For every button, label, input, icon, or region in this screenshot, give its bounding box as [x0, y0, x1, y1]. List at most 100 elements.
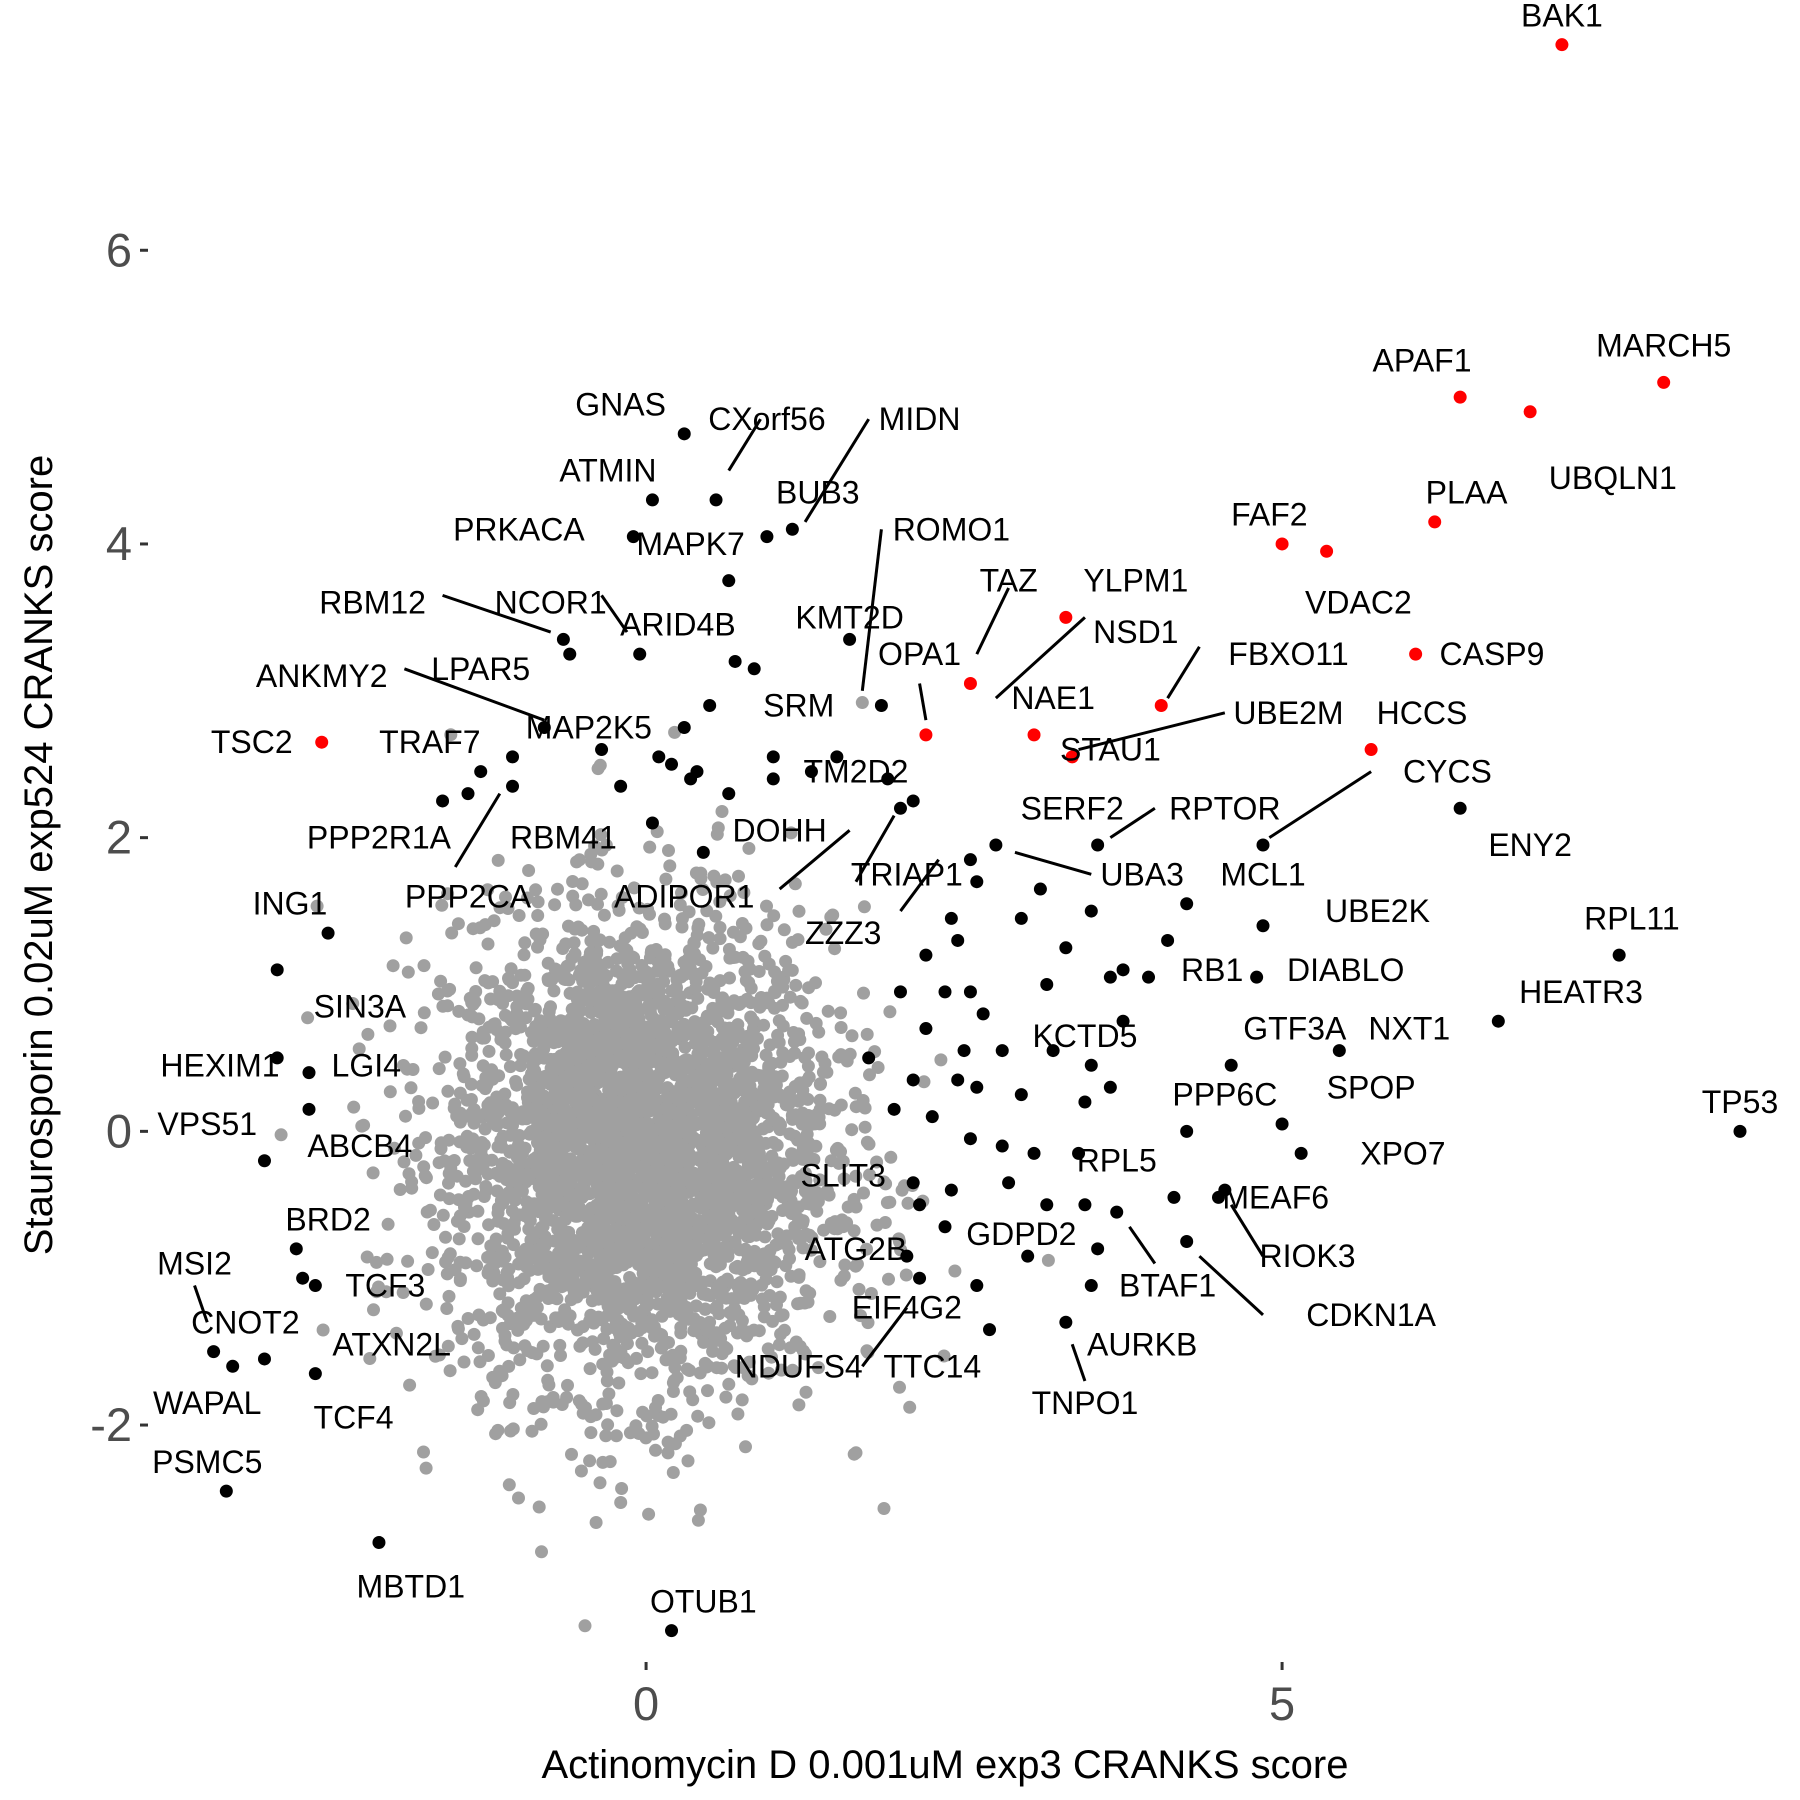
background-point — [551, 882, 564, 896]
segment-cxorf56 — [727, 418, 762, 472]
background-point — [878, 1216, 892, 1229]
label-hexim1: HEXIM1 — [160, 1047, 279, 1083]
background-point — [774, 1363, 788, 1377]
background-point — [572, 1142, 586, 1156]
background-point — [475, 1031, 489, 1045]
background-point — [596, 1455, 610, 1469]
background-point — [509, 1210, 523, 1224]
point-otub1 — [665, 1624, 679, 1638]
background-point — [651, 1394, 665, 1407]
background-point — [523, 1263, 537, 1277]
background-point — [785, 1184, 798, 1198]
background-point — [724, 1141, 738, 1155]
background-point — [744, 1010, 758, 1024]
background-point — [678, 1040, 692, 1054]
background-point — [691, 1513, 705, 1527]
background-point — [586, 1021, 599, 1035]
label-riok3: RIOK3 — [1260, 1238, 1356, 1274]
background-point — [595, 1230, 609, 1244]
label-aurkb: AURKB — [1087, 1326, 1197, 1362]
background-point — [611, 1134, 625, 1148]
background-point — [731, 1407, 745, 1421]
label-atxn2l: ATXN2L — [332, 1326, 451, 1362]
background-point — [616, 1258, 630, 1272]
point-serf2 — [1091, 838, 1105, 852]
hit-point — [944, 1183, 958, 1197]
background-point — [596, 1216, 610, 1230]
background-point — [457, 1070, 471, 1084]
hit-point — [938, 1220, 952, 1234]
background-point — [582, 1083, 596, 1097]
background-point — [739, 1180, 753, 1194]
background-point — [770, 1138, 784, 1152]
background-point — [871, 1061, 885, 1074]
label-casp9: CASP9 — [1439, 636, 1544, 672]
background-point — [657, 975, 671, 989]
segment-opa1 — [918, 683, 928, 721]
background-point — [719, 1390, 733, 1404]
background-point — [702, 931, 716, 945]
background-point — [659, 1301, 673, 1314]
background-point — [810, 1204, 824, 1218]
background-point — [693, 1503, 707, 1517]
background-point — [397, 1155, 411, 1169]
background-point — [421, 1263, 435, 1276]
background-point — [612, 903, 626, 917]
background-point — [767, 1111, 781, 1125]
background-point — [791, 1297, 805, 1311]
background-point — [664, 1104, 678, 1118]
background-point — [383, 1085, 397, 1099]
background-point — [751, 1206, 764, 1220]
background-point — [571, 1323, 584, 1337]
background-point — [695, 1221, 709, 1235]
background-point — [506, 1101, 519, 1115]
background-point — [463, 1154, 477, 1168]
background-point — [753, 1090, 767, 1104]
point-ppp2ca — [436, 794, 450, 808]
background-point — [681, 1454, 695, 1468]
background-point — [568, 1262, 582, 1276]
label-ube2k: UBE2K — [1325, 893, 1430, 929]
background-point — [435, 898, 449, 912]
point-hexim1 — [270, 1051, 284, 1065]
background-point — [414, 1021, 428, 1035]
background-point — [706, 1001, 720, 1015]
label-uba3: UBA3 — [1100, 856, 1184, 892]
background-point — [747, 1259, 761, 1273]
label-rbm12: RBM12 — [319, 585, 426, 621]
background-point — [738, 1193, 752, 1207]
background-point — [451, 1319, 465, 1333]
label-traf7: TRAF7 — [379, 724, 480, 760]
background-point — [794, 1169, 808, 1183]
background-point — [741, 1369, 755, 1383]
background-point — [771, 1028, 785, 1042]
background-point — [782, 963, 796, 977]
background-point — [674, 1326, 688, 1340]
background-point — [694, 866, 708, 880]
background-point — [460, 1129, 474, 1143]
background-point — [738, 1095, 752, 1109]
hit-point — [970, 875, 984, 889]
hit-point — [1142, 970, 1156, 984]
background-point — [455, 1332, 469, 1346]
background-point — [544, 1142, 557, 1155]
background-point — [713, 921, 727, 934]
background-point — [589, 1516, 603, 1529]
background-point — [417, 1160, 431, 1174]
background-point — [481, 1098, 495, 1112]
background-point — [834, 1006, 848, 1020]
background-point — [610, 1404, 624, 1418]
label-mcl1: MCL1 — [1220, 856, 1305, 892]
hit-point — [703, 698, 717, 712]
background-point — [592, 1152, 605, 1166]
background-point — [468, 995, 482, 1009]
background-point — [711, 821, 725, 835]
background-point — [707, 869, 721, 883]
point-diablo — [1250, 970, 1264, 984]
point-heatr3 — [1491, 1014, 1505, 1028]
background-point — [490, 1023, 504, 1037]
x-axis-title: Actinomycin D 0.001uM exp3 CRANKS score — [542, 1743, 1349, 1787]
background-point — [657, 1179, 671, 1193]
label-kmt2d: KMT2D — [795, 599, 903, 635]
background-point — [893, 1235, 906, 1249]
